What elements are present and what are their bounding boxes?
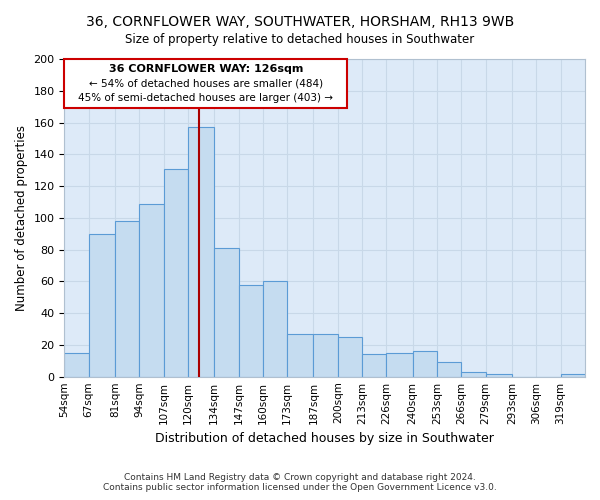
Bar bbox=[313, 334, 338, 376]
Bar bbox=[287, 334, 313, 376]
Text: Contains HM Land Registry data © Crown copyright and database right 2024.
Contai: Contains HM Land Registry data © Crown c… bbox=[103, 473, 497, 492]
Bar bbox=[437, 362, 461, 376]
Y-axis label: Number of detached properties: Number of detached properties bbox=[15, 125, 28, 311]
Bar bbox=[164, 168, 188, 376]
Text: 36 CORNFLOWER WAY: 126sqm: 36 CORNFLOWER WAY: 126sqm bbox=[109, 64, 303, 74]
Bar bbox=[188, 128, 214, 376]
Bar bbox=[386, 353, 413, 376]
Bar bbox=[139, 204, 164, 376]
X-axis label: Distribution of detached houses by size in Southwater: Distribution of detached houses by size … bbox=[155, 432, 494, 445]
Bar bbox=[115, 221, 139, 376]
Bar bbox=[64, 353, 89, 376]
Text: 36, CORNFLOWER WAY, SOUTHWATER, HORSHAM, RH13 9WB: 36, CORNFLOWER WAY, SOUTHWATER, HORSHAM,… bbox=[86, 15, 514, 29]
FancyBboxPatch shape bbox=[64, 59, 347, 108]
Bar bbox=[214, 248, 239, 376]
Bar bbox=[560, 374, 585, 376]
Bar bbox=[362, 354, 386, 376]
Bar bbox=[89, 234, 115, 376]
Bar bbox=[486, 374, 512, 376]
Bar bbox=[338, 337, 362, 376]
Bar bbox=[413, 352, 437, 376]
Text: Size of property relative to detached houses in Southwater: Size of property relative to detached ho… bbox=[125, 32, 475, 46]
Text: ← 54% of detached houses are smaller (484): ← 54% of detached houses are smaller (48… bbox=[89, 78, 323, 88]
Bar bbox=[461, 372, 486, 376]
Text: 45% of semi-detached houses are larger (403) →: 45% of semi-detached houses are larger (… bbox=[78, 94, 333, 104]
Bar bbox=[263, 282, 287, 376]
Bar bbox=[239, 284, 263, 376]
